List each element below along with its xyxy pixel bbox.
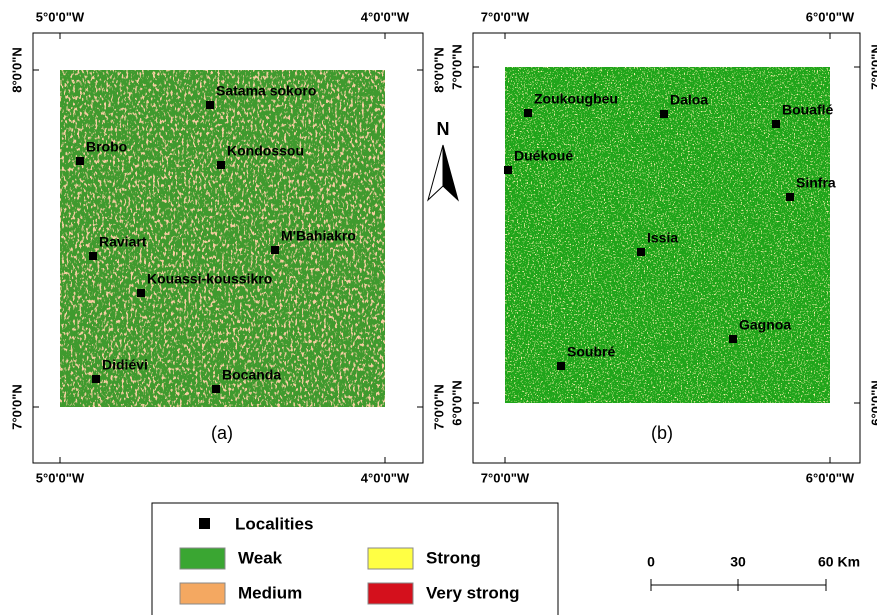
locality-marker bbox=[557, 362, 565, 370]
lat-label-right: 8°0'0"N bbox=[431, 47, 446, 93]
legend-label: Strong bbox=[426, 548, 481, 567]
panel-label: (b) bbox=[651, 423, 673, 443]
lon-label-top: 4°0'0"W bbox=[361, 9, 410, 24]
locality-label: M'Bahiakro bbox=[281, 228, 356, 244]
locality-marker bbox=[504, 166, 512, 174]
locality-marker bbox=[92, 375, 100, 383]
locality-marker bbox=[729, 335, 737, 343]
locality-label: Kouassi-koussikro bbox=[147, 271, 272, 287]
lat-label-left: 7°0'0"N bbox=[9, 384, 24, 430]
lon-label-bottom: 5°0'0"W bbox=[36, 470, 85, 485]
locality-label: Gagnoa bbox=[739, 317, 791, 333]
legend-swatch bbox=[180, 583, 225, 604]
locality-label: Kondossou bbox=[227, 143, 304, 159]
locality-marker bbox=[137, 289, 145, 297]
locality-label: Satama sokoro bbox=[216, 83, 316, 99]
north-arrow bbox=[443, 145, 458, 200]
legend-title: Localities bbox=[235, 514, 313, 533]
legend-swatch bbox=[368, 583, 413, 604]
panel-label: (a) bbox=[211, 423, 233, 443]
lon-label-bottom: 4°0'0"W bbox=[361, 470, 410, 485]
legend-label: Medium bbox=[238, 583, 302, 602]
locality-marker bbox=[212, 385, 220, 393]
locality-marker bbox=[217, 161, 225, 169]
locality-label: Bocanda bbox=[222, 367, 281, 383]
legend-label: Weak bbox=[238, 548, 283, 567]
lon-label-top: 5°0'0"W bbox=[36, 9, 85, 24]
locality-marker bbox=[271, 246, 279, 254]
locality-label: Duékoué bbox=[514, 148, 573, 164]
lat-label-right: 7°0'0"N bbox=[868, 44, 877, 90]
locality-label: Daloa bbox=[670, 92, 708, 108]
lon-label-bottom: 6°0'0"W bbox=[806, 470, 855, 485]
legend-swatch bbox=[180, 548, 225, 569]
scale-label: 0 bbox=[647, 554, 655, 570]
locality-marker bbox=[89, 252, 97, 260]
locality-label: Sinfra bbox=[796, 175, 836, 191]
legend-locality-symbol bbox=[199, 518, 210, 529]
locality-marker bbox=[524, 109, 532, 117]
lat-label-left: 6°0'0"N bbox=[449, 380, 464, 426]
locality-label: Brobo bbox=[86, 139, 127, 155]
locality-marker bbox=[660, 110, 668, 118]
lon-label-bottom: 7°0'0"W bbox=[481, 470, 530, 485]
locality-label: Zoukougbeu bbox=[534, 91, 618, 107]
locality-label: Soubré bbox=[567, 344, 615, 360]
scale-label: 30 bbox=[730, 554, 746, 570]
lon-label-top: 7°0'0"W bbox=[481, 9, 530, 24]
scale-label: 60 Km bbox=[818, 554, 860, 570]
locality-label: Raviart bbox=[99, 234, 147, 250]
locality-marker bbox=[206, 101, 214, 109]
locality-label: Issia bbox=[647, 230, 678, 246]
lat-label-right: 6°0'0"N bbox=[868, 380, 877, 426]
locality-marker bbox=[76, 157, 84, 165]
lat-label-left: 7°0'0"N bbox=[449, 44, 464, 90]
locality-marker bbox=[786, 193, 794, 201]
north-arrow bbox=[428, 145, 443, 200]
locality-marker bbox=[637, 248, 645, 256]
page: N Localities (a) 5°0'0"W 5°0'0"W 4°0'0"W 4°0… bbox=[0, 0, 877, 615]
locality-label: Didiévi bbox=[102, 357, 148, 373]
locality-marker bbox=[772, 120, 780, 128]
legend-swatch bbox=[368, 548, 413, 569]
lat-label-left: 8°0'0"N bbox=[9, 47, 24, 93]
north-label: N bbox=[437, 119, 450, 139]
lon-label-top: 6°0'0"W bbox=[806, 9, 855, 24]
lat-label-right: 7°0'0"N bbox=[431, 384, 446, 430]
locality-label: Bouaflé bbox=[782, 102, 834, 118]
legend-label: Very strong bbox=[426, 583, 520, 602]
